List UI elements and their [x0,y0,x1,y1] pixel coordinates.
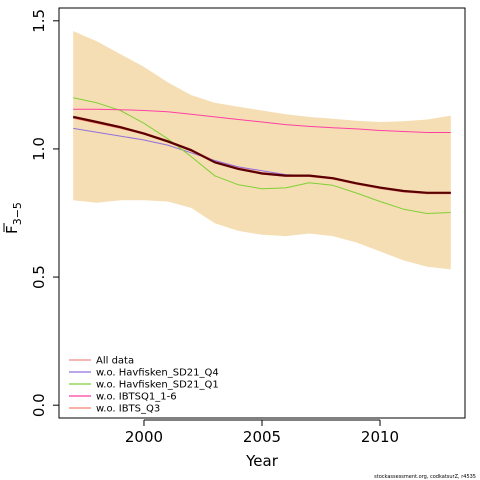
x-axis: 2000 2005 2010 [125,419,399,446]
y-axis-title-subscript: 3−5 [11,202,24,225]
legend-label: w.o. IBTSQ1_1-6 [96,392,177,403]
y-tick-label: 0.5 [30,265,48,289]
legend-label: w.o. Havfisken_SD21_Q4 [96,368,219,379]
x-tick-label: 2005 [243,428,281,446]
y-axis-title: F3−5 [3,202,24,234]
main-estimate-line [72,115,451,194]
series-line-4 [73,108,451,133]
x-tick-label: 2000 [125,428,163,446]
x-axis-title: Year [245,452,279,470]
y-axis: 0.0 0.5 1.0 1.5 [30,9,60,417]
confidence-band [73,31,451,270]
legend-label: w.o. IBTS_Q3 [96,404,160,415]
y-tick-label: 1.0 [30,137,48,161]
y-tick-label: 1.5 [30,9,48,33]
confidence-band-layer [73,31,451,270]
series-line-3 [73,97,451,214]
legend-label: All data [96,356,134,367]
series-layer [72,97,451,214]
svg-text:F3−5: F3−5 [3,202,24,234]
credit-text: stockassessment.org, codkatsurZ, r4535 [374,474,476,480]
y-tick-label: 0.0 [30,393,48,417]
y-axis-title-main: F [3,225,21,234]
x-tick-label: 2010 [361,428,399,446]
legend-label: w.o. Havfisken_SD21_Q1 [96,380,219,391]
